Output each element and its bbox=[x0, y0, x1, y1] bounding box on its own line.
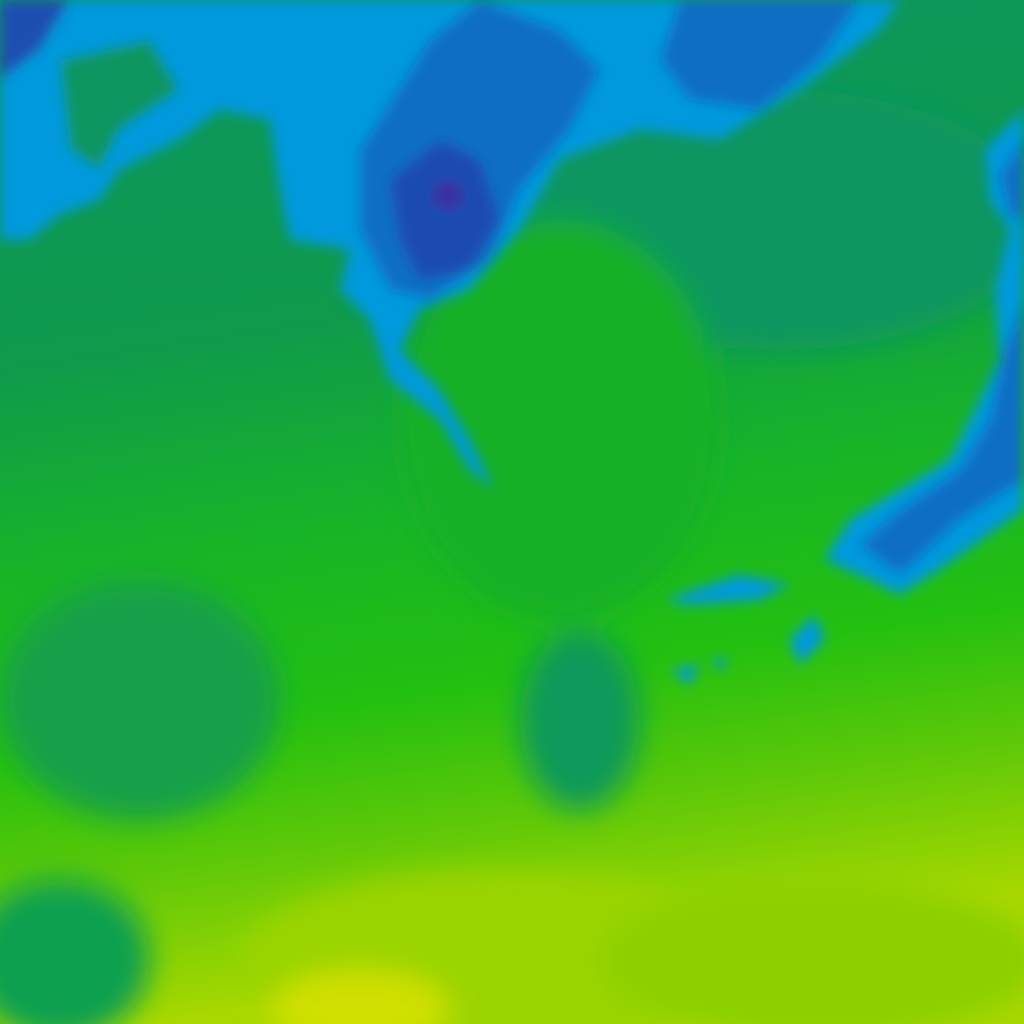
island-cold-patch bbox=[790, 615, 825, 665]
north-green-patch bbox=[60, 40, 180, 170]
small-cold-patch bbox=[672, 658, 728, 685]
northeast-blue-core bbox=[660, 0, 860, 110]
honshu-cold-strip bbox=[665, 575, 790, 605]
temperature-bands bbox=[0, 90, 1024, 1024]
northwest-blue-core bbox=[0, 0, 70, 80]
japan-blue-core bbox=[860, 140, 1024, 575]
north-navy-core bbox=[390, 140, 500, 280]
cold-regions bbox=[0, 0, 1024, 685]
north-deepest-core bbox=[434, 181, 462, 209]
